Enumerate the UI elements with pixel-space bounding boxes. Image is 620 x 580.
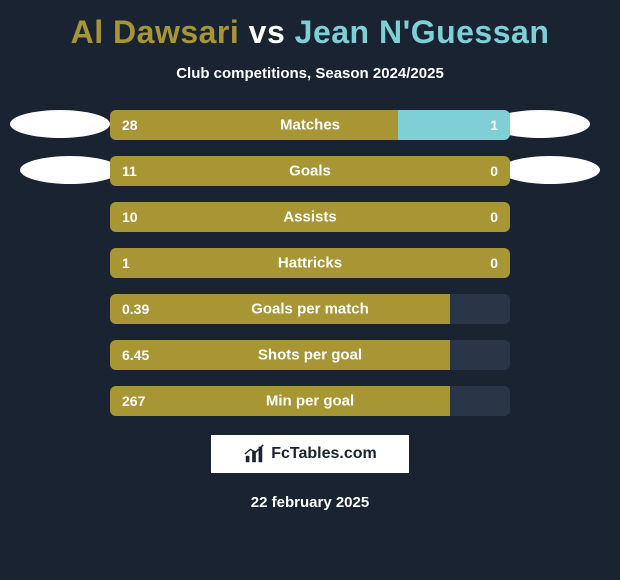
stat-label: Matches [110, 117, 510, 134]
stat-row: 267Min per goal [110, 386, 510, 416]
stat-row: 110Goals [110, 156, 510, 186]
stat-label: Assists [110, 209, 510, 226]
source-logo: FcTables.com [210, 434, 410, 474]
chart-area: 281Matches 110Goals 100Assists 10Hattricks 0… [0, 110, 620, 416]
stat-row: 281Matches [110, 110, 510, 140]
stat-label: Hattricks [110, 255, 510, 272]
footer-date: 22 february 2025 [0, 494, 620, 511]
decorative-ellipse [20, 156, 120, 184]
title-player-left: Al Dawsari [71, 14, 240, 50]
stat-label: Min per goal [110, 393, 510, 410]
stat-row: 0.39Goals per match [110, 294, 510, 324]
stat-row: 100Assists [110, 202, 510, 232]
decorative-ellipse [500, 156, 600, 184]
stat-row: 6.45Shots per goal [110, 340, 510, 370]
subtitle: Club competitions, Season 2024/2025 [0, 65, 620, 82]
stat-label: Shots per goal [110, 347, 510, 364]
comparison-title: Al Dawsari vs Jean N'Guessan [0, 0, 620, 51]
stat-row: 10Hattricks [110, 248, 510, 278]
stat-label: Goals per match [110, 301, 510, 318]
logo-text: FcTables.com [271, 445, 377, 463]
title-player-right: Jean N'Guessan [295, 14, 550, 50]
title-vs: vs [249, 14, 286, 50]
chart-icon [243, 443, 265, 465]
decorative-ellipse [10, 110, 110, 138]
stat-label: Goals [110, 163, 510, 180]
